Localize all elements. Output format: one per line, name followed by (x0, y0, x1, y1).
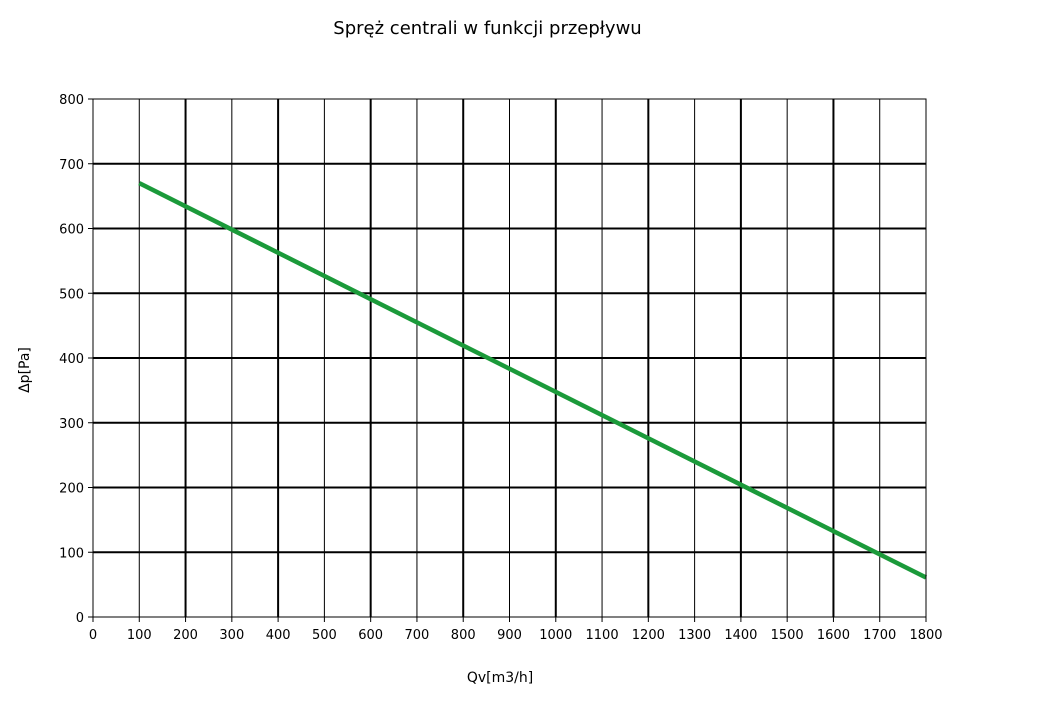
y-tick-label: 0 (76, 611, 84, 626)
x-tick-label: 500 (312, 628, 337, 643)
x-tick-label: 1600 (817, 628, 850, 643)
y-tick-label: 400 (59, 352, 84, 367)
x-tick-label: 700 (405, 628, 430, 643)
chart-title: Spręż centrali w funkcji przepływu (333, 18, 642, 39)
x-tick-label: 1200 (632, 628, 665, 643)
x-tick-label: 900 (497, 628, 522, 643)
y-tick-label: 100 (59, 546, 84, 561)
plot-frame (92, 98, 927, 618)
series-layer (138, 181, 928, 580)
x-tick-label: 1000 (539, 628, 572, 643)
x-tick-label: 1300 (678, 628, 711, 643)
grid (88, 98, 927, 622)
x-tick-label: 800 (451, 628, 476, 643)
x-tick-label: 1800 (909, 628, 942, 643)
x-tick-label: 200 (173, 628, 198, 643)
x-tick-label: 1100 (586, 628, 619, 643)
x-tick-label: 1500 (771, 628, 804, 643)
x-tick-label: 1700 (863, 628, 896, 643)
x-tick-label: 1400 (724, 628, 757, 643)
x-axis-label: Qv[m3/h] (467, 670, 533, 686)
x-tick-label: 600 (358, 628, 383, 643)
x-tick-label: 0 (89, 628, 97, 643)
x-tick-label: 400 (266, 628, 291, 643)
y-tick-label: 200 (59, 482, 84, 497)
tick-labels: 0 100 200 300 400 500 600 700 800 900 1000 1100 1200… (59, 93, 942, 643)
y-tick-label: 700 (59, 158, 84, 173)
y-tick-label: 800 (59, 93, 84, 108)
x-tick-label: 300 (219, 628, 244, 643)
y-tick-label: 300 (59, 417, 84, 432)
series-line (138, 181, 928, 580)
x-tick-label: 100 (127, 628, 152, 643)
y-axis-label: Δp[Pa] (17, 347, 33, 393)
y-tick-label: 600 (59, 223, 84, 238)
y-tick-label: 500 (59, 287, 84, 302)
